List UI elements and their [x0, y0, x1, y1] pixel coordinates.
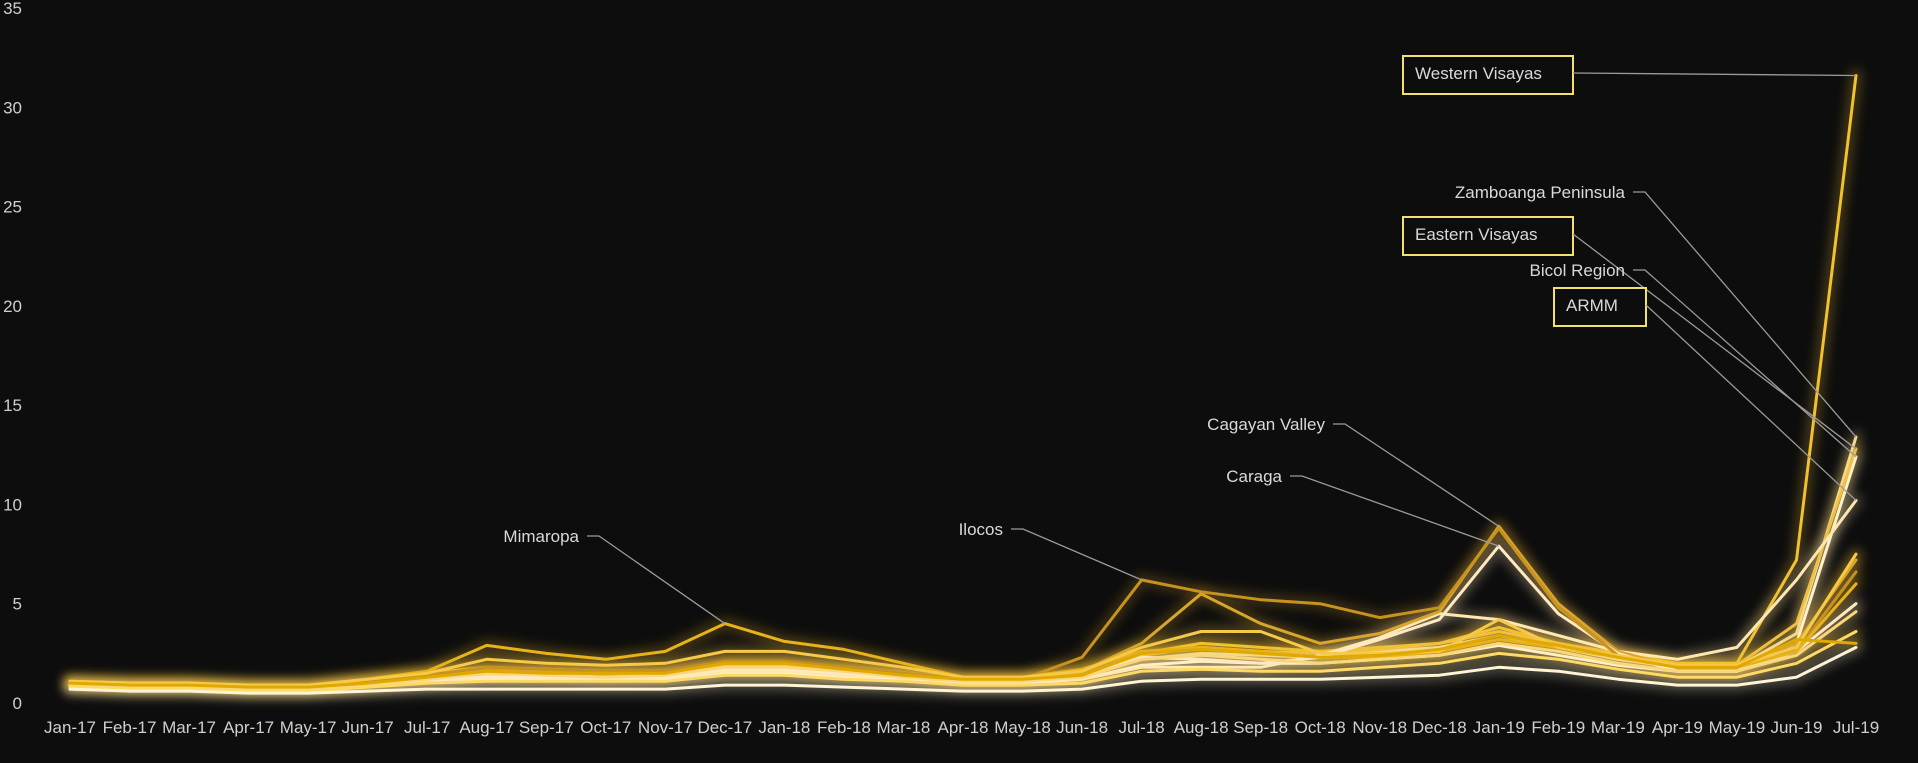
annotation-label-western-visayas: Western Visayas [1415, 64, 1542, 83]
annotation-leader-cagayan-valley [1333, 423, 1500, 527]
x-tick-label: Sep-18 [1233, 718, 1288, 737]
x-tick-label: Jul-18 [1118, 718, 1164, 737]
annotation-leader-ilocos [1011, 528, 1142, 581]
annotation-label-ilocos: Ilocos [959, 520, 1003, 539]
annotation-leader-mimaropa [587, 535, 726, 625]
y-tick-label: 25 [3, 198, 22, 217]
annotation-leader-caraga [1290, 475, 1500, 547]
annotation-leader-bicol-region [1633, 269, 1857, 458]
y-tick-label: 30 [3, 98, 22, 117]
series-line-region-9 [68, 552, 1858, 687]
x-tick-label: Mar-19 [1591, 718, 1645, 737]
series-line-region-13 [68, 634, 1858, 689]
x-tick-label: Dec-17 [697, 718, 752, 737]
x-tick-label: Jul-17 [404, 718, 450, 737]
annotation-leader-armm [1645, 304, 1857, 501]
series-line-region-12 [68, 645, 1858, 695]
x-tick-label: Dec-18 [1412, 718, 1467, 737]
series-layer [68, 74, 1858, 695]
y-axis: 0 5 10 15 20 25 30 35 [3, 0, 22, 713]
annotation-label-mimaropa: Mimaropa [503, 527, 579, 546]
annotation-box-armm [1553, 287, 1647, 327]
annotation-label-zamboanga-peninsula: Zamboanga Peninsula [1455, 183, 1626, 202]
x-tick-label: Jan-17 [44, 718, 96, 737]
x-tick-label: Sep-17 [519, 718, 574, 737]
y-tick-label: 35 [3, 0, 22, 18]
annotation-label-bicol-region: Bicol Region [1530, 261, 1625, 280]
annotation-leader-zamboanga-peninsula [1633, 191, 1857, 438]
y-tick-label: 5 [13, 595, 22, 614]
series-line-region-11 [68, 630, 1858, 693]
x-tick-label: Jul-19 [1833, 718, 1879, 737]
x-tick-label: Apr-19 [1652, 718, 1703, 737]
annotation-label-eastern-visayas: Eastern Visayas [1415, 225, 1538, 244]
x-tick-label: Jun-18 [1056, 718, 1108, 737]
x-tick-label: Aug-18 [1174, 718, 1229, 737]
x-tick-label: Mar-17 [162, 718, 216, 737]
x-tick-label: Jun-17 [342, 718, 394, 737]
annotation-label-cagayan-valley: Cagayan Valley [1207, 415, 1325, 434]
y-tick-label: 20 [3, 297, 22, 316]
x-tick-label: Jun-19 [1770, 718, 1822, 737]
x-tick-label: Nov-18 [1352, 718, 1407, 737]
x-tick-label: Oct-18 [1295, 718, 1346, 737]
x-tick-label: Feb-18 [817, 718, 871, 737]
annotation-label-armm: ARMM [1566, 296, 1618, 315]
x-tick-label: Jan-19 [1473, 718, 1525, 737]
x-tick-label: May-18 [994, 718, 1051, 737]
annotation-leader-eastern-visayas [1572, 233, 1857, 450]
x-tick-label: Feb-19 [1531, 718, 1585, 737]
x-tick-label: Nov-17 [638, 718, 693, 737]
x-tick-label: Oct-17 [580, 718, 631, 737]
x-axis: Jan-17 Feb-17 Mar-17 Apr-17 May-17 Jun-17 Jul-… [44, 718, 1879, 737]
x-tick-label: Apr-17 [223, 718, 274, 737]
annotation-layer: Western Visayas Zamboanga Peninsula Easter… [503, 55, 1857, 625]
x-tick-label: Jan-18 [758, 718, 810, 737]
x-tick-label: May-17 [280, 718, 337, 737]
x-tick-label: May-19 [1709, 718, 1766, 737]
x-tick-label: Feb-17 [103, 718, 157, 737]
annotation-label-caraga: Caraga [1226, 467, 1282, 486]
y-tick-label: 10 [3, 495, 22, 514]
x-tick-label: Apr-18 [937, 718, 988, 737]
x-tick-label: Mar-18 [877, 718, 931, 737]
annotation-box-eastern-visayas [1402, 216, 1574, 256]
y-tick-label: 15 [3, 396, 22, 415]
series-line-region-10 [68, 610, 1858, 691]
annotation-leader-western-visayas [1572, 72, 1857, 77]
annotation-box-western-visayas [1402, 55, 1574, 95]
y-tick-label: 0 [13, 694, 22, 713]
x-tick-label: Aug-17 [459, 718, 514, 737]
